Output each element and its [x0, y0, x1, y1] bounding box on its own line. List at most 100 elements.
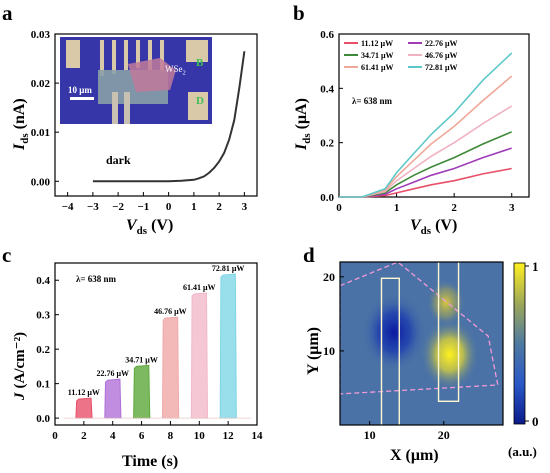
colorbar [513, 262, 526, 425]
panel-c-frame [54, 262, 258, 426]
panel-b-series-line [339, 167, 512, 198]
panel-a-chart: −4 −3 −2 −1 0 1 2 3 0.00 0.01 0.02 0.03 WSe2 B D 10… [11, 29, 258, 237]
panel-b-xtick-label: 2 [451, 202, 457, 214]
panel-d-ylabel: Y (μm) [305, 327, 322, 375]
panel-a-ytick-label: 0.02 [31, 78, 51, 90]
panel-b-series-line [339, 105, 513, 198]
legend-label: 72.81 μW [425, 63, 458, 72]
panel-c-ytick-label: 0.2 [36, 344, 50, 356]
panel-b-ytick-label: 0.0 [320, 192, 334, 204]
panel-label-c: c [2, 243, 11, 267]
photoresponse-pulse [190, 292, 209, 419]
panel-d-heatmap: 10 20 10 20 X (μm) Y (μm) 1 0 (a.u.) [305, 259, 539, 464]
panel-label-d: d [303, 243, 315, 267]
panel-a-ylabel: Ids(nA) [11, 98, 31, 151]
panel-c-xtick-label: 14 [252, 430, 264, 442]
legend-label: 22.76 μW [425, 39, 458, 48]
panel-c-ytick-label: 0.0 [36, 413, 50, 425]
pulse-power-label: 11.12 μW [68, 388, 100, 397]
panel-d-xtick-label: 10 [364, 428, 376, 442]
panel-c-xtick-label: 10 [194, 430, 206, 442]
panel-a-xtick-label: 0 [166, 201, 172, 213]
panel-b-ytick-label: 0.6 [320, 29, 334, 41]
panel-b-series-line [339, 75, 513, 198]
colorbar-min-label: 0 [532, 414, 539, 429]
panel-a-xtick-label: −3 [87, 201, 99, 213]
panel-d-xlabel: X (μm) [390, 447, 439, 464]
inset-scale-label: 10 μm [68, 85, 92, 95]
panel-a-xtick-label: 1 [191, 201, 197, 213]
panel-b-xtick-label: 3 [509, 202, 515, 214]
panel-b-annotation-wavelength: λ= 638 nm [352, 96, 393, 106]
panel-a-ytick-label: 0.01 [31, 127, 50, 139]
legend-label: 46.76 μW [425, 51, 458, 60]
panel-c-chart: 0 2 4 6 8 10 12 14 0.0 0.1 0.2 0.3 0.4 11.12 μW 22.76… [12, 262, 264, 470]
panel-b-xtick-label: 1 [394, 202, 400, 214]
panel-c-xtick-label: 12 [223, 430, 235, 442]
pulse-power-label: 72.81 μW [212, 264, 245, 273]
photoresponse-pulse [133, 364, 151, 419]
panel-a-annotation-dark: dark [106, 153, 131, 167]
panel-b-ytick-label: 0.4 [320, 83, 334, 95]
panel-b-ylabel: Ids(μA) [293, 98, 313, 151]
photoresponse-pulse [75, 397, 93, 419]
pulse-power-label: 46.76 μW [154, 307, 187, 316]
panel-d-xtick-label: 20 [438, 428, 450, 442]
inset-label-b: B [196, 57, 204, 69]
panel-b-xlabel: Vds (V) [410, 217, 457, 237]
panel-b-xtick-label: 0 [336, 202, 342, 214]
panel-c-xlabel: Time (s) [122, 453, 178, 470]
inset-label-d: D [196, 95, 204, 107]
electrode-outline [380, 277, 400, 425]
panel-d-ytick-label: 10 [323, 344, 335, 358]
legend-label: 34.71 μW [361, 51, 394, 60]
panel-a-xtick-label: −2 [112, 201, 124, 213]
panel-a-xtick-label: 3 [242, 201, 248, 213]
pulse-power-label: 22.76 μW [96, 369, 129, 378]
inset-scale-bar [70, 97, 94, 100]
panel-c-ylabel: J(A/cm⁻²) [12, 332, 28, 401]
panel-a-frame [54, 33, 258, 197]
panel-c-ytick-label: 0.3 [36, 310, 50, 322]
panel-c-ytick-label: 0.1 [36, 379, 50, 391]
panel-c-xtick-label: 6 [139, 430, 145, 442]
panel-d-ytick-label: 20 [323, 270, 335, 284]
panel-c-xtick-label: 0 [52, 430, 58, 442]
inset-material-label: WSe2 [165, 64, 186, 77]
panel-label-a: a [2, 1, 13, 25]
panel-a-xtick-label: −4 [62, 201, 74, 213]
panel-a-ytick-label: 0.03 [31, 29, 51, 41]
panel-a-inset-micrograph: WSe2 B D 10 μm [60, 37, 212, 124]
legend-label: 61.41 μW [361, 63, 394, 72]
legend-label: 11.12 μW [361, 39, 393, 48]
panel-a-xlabel: Vds (V) [126, 217, 173, 237]
pulse-power-label: 34.71 μW [125, 355, 158, 364]
panel-c-ytick-label: 0.4 [36, 275, 50, 287]
heatmap-spot [426, 279, 466, 327]
panel-a-dark-curve [92, 51, 246, 183]
panel-b-ytick-label: 0.2 [320, 138, 334, 150]
panel-d-frame [339, 261, 504, 426]
photoresponse-pulse [104, 378, 122, 419]
panel-b-legend: 11.12 μW 22.76 μW 34.71 μW 46.76 μW 61.41 μW… [344, 39, 458, 72]
photoresponse-pulse [219, 273, 237, 419]
flake-outline [340, 262, 499, 395]
panel-c-annotation-wavelength: λ= 638 nm [76, 274, 117, 284]
panel-c-xtick-label: 4 [110, 430, 116, 442]
heatmap-spot [420, 318, 479, 391]
pulse-power-label: 61.41 μW [183, 283, 216, 292]
photoresponse-pulse [161, 316, 180, 419]
heatmap-spot [361, 292, 427, 372]
panel-a-ytick-label: 0.00 [31, 176, 51, 188]
panel-c-xtick-label: 2 [81, 430, 87, 442]
panel-b-series-line [339, 52, 513, 198]
panel-a-xtick-label: −1 [137, 201, 149, 213]
panel-a-xtick-label: 2 [216, 201, 222, 213]
colorbar-max-label: 1 [532, 259, 539, 274]
panel-label-b: b [293, 1, 305, 25]
panel-b-chart: 0 1 2 3 0.0 0.2 0.4 0.6 11.12 μW 22.76 μW 34.71 μ… [293, 29, 530, 237]
colorbar-unit: (a.u.) [508, 444, 537, 459]
electrode-outline [437, 262, 460, 402]
panel-c-xtick-label: 8 [168, 430, 174, 442]
